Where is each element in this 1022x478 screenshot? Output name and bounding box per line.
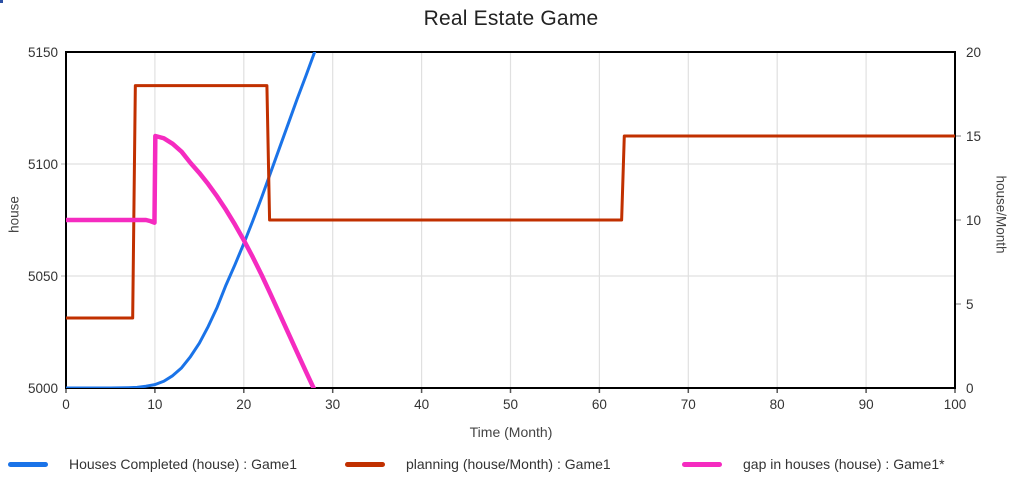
x-tick-label: 20: [236, 397, 251, 412]
right-tick-label: 5: [966, 297, 974, 312]
x-axis-title: Time (Month): [469, 424, 553, 440]
x-tick-label: 100: [944, 397, 967, 412]
x-tick-label: 0: [62, 397, 70, 412]
legend-item-1: planning (house/Month) : Game1: [345, 452, 611, 476]
x-tick-label: 80: [770, 397, 785, 412]
window-corner-artifact: [0, 0, 3, 3]
series-line-0: [66, 52, 317, 388]
left-tick-label: 5000: [28, 381, 58, 396]
left-tick-label: 5050: [28, 269, 58, 284]
plot-area: 0 10 20 30 40 50 60 70 80 90 100 5000 5050 5100 5150 0 5…: [28, 45, 981, 412]
legend-swatch-icon: [682, 461, 722, 467]
left-tick-label: 5150: [28, 45, 58, 60]
series-line-1: [66, 84, 955, 320]
legend-label: Houses Completed (house) : Game1: [69, 456, 297, 472]
x-tick-label: 10: [147, 397, 162, 412]
x-tick-label: 90: [859, 397, 874, 412]
right-tick-label: 0: [966, 381, 974, 396]
legend-label: planning (house/Month) : Game1: [406, 456, 611, 472]
x-tick-label: 70: [681, 397, 696, 412]
x-tick-label: 40: [414, 397, 429, 412]
legend-item-0: Houses Completed (house) : Game1: [8, 452, 297, 476]
right-tick-label: 15: [966, 129, 981, 144]
right-tick-label: 20: [966, 45, 981, 60]
chart-title: Real Estate Game: [423, 7, 599, 30]
series-line-2: [66, 133, 316, 388]
right-tick-label: 10: [966, 213, 981, 228]
legend-swatch-icon: [345, 461, 385, 467]
left-tick-label: 5100: [28, 157, 58, 172]
legend: Houses Completed (house) : Game1 planning…: [0, 452, 1022, 478]
x-tick-label: 60: [592, 397, 607, 412]
legend-swatch-icon: [8, 461, 48, 467]
legend-label: gap in houses (house) : Game1*: [743, 456, 945, 472]
x-tick-label: 30: [325, 397, 340, 412]
x-tick-label: 50: [503, 397, 518, 412]
legend-item-2: gap in houses (house) : Game1*: [682, 452, 945, 476]
axis-ticks: [61, 135, 961, 393]
tick-labels: 0 10 20 30 40 50 60 70 80 90 100 5000 5050 5100 5150 0 5…: [28, 45, 981, 412]
